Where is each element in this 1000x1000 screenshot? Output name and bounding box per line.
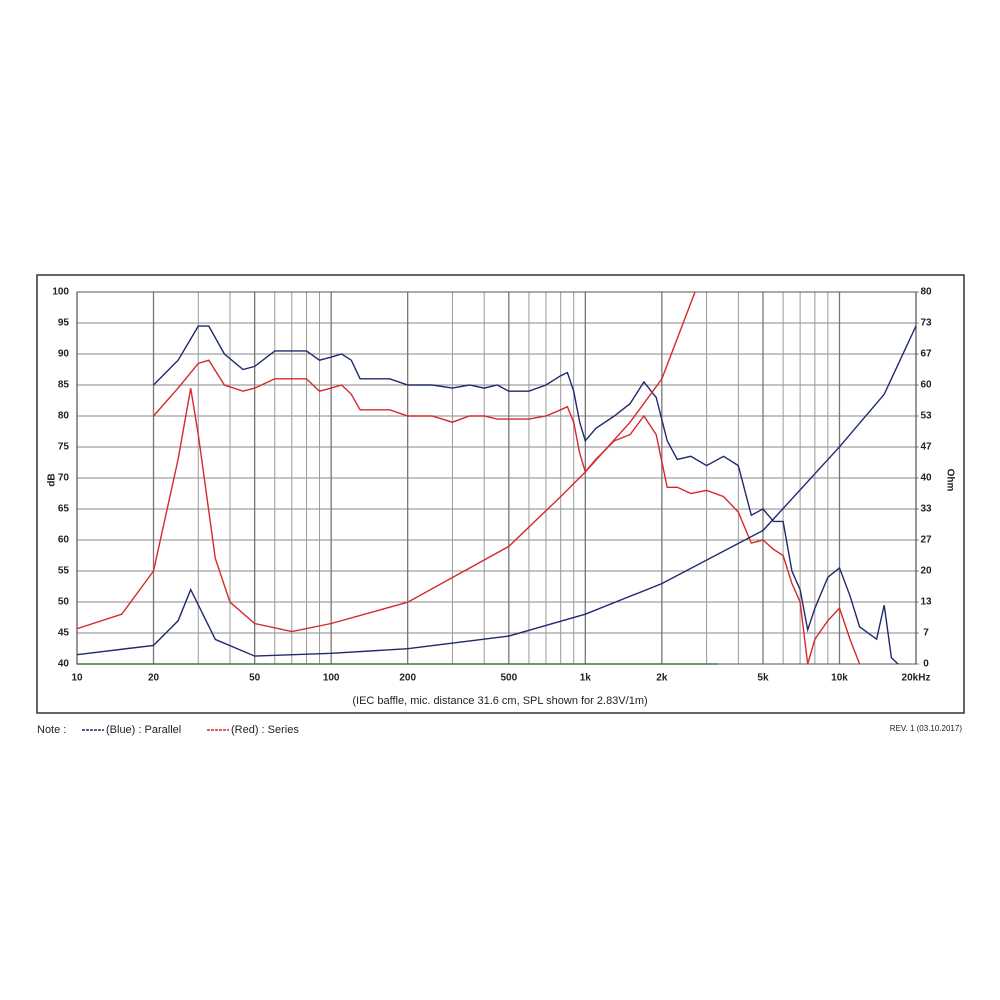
legend-label: (Blue) : Parallel xyxy=(106,724,181,736)
y-tick-label: 70 xyxy=(58,473,70,484)
series-line xyxy=(77,325,916,657)
chart-frame xyxy=(36,274,965,714)
x-tick-label: 20 xyxy=(148,673,160,684)
y2-tick-label: 47 xyxy=(920,442,932,453)
x-tick-label: 500 xyxy=(500,673,517,684)
y-tick-label: 100 xyxy=(52,287,69,298)
x-tick-label: 1k xyxy=(580,673,592,684)
y-tick-label: 60 xyxy=(58,535,70,546)
series-line xyxy=(153,325,899,664)
legend-title: Note : xyxy=(37,724,66,736)
y-axis-label: dB xyxy=(47,473,58,486)
x-tick-label: 10 xyxy=(71,673,83,684)
y-tick-label: 55 xyxy=(58,566,70,577)
y-tick-label: 45 xyxy=(58,628,70,639)
x-tick-label: 10k xyxy=(831,673,848,684)
y-tick-label: 65 xyxy=(58,504,70,515)
y2-tick-label: 0 xyxy=(923,659,929,670)
y-tick-label: 85 xyxy=(58,380,70,391)
y2-tick-label: 53 xyxy=(920,411,932,422)
y2-tick-label: 60 xyxy=(920,380,932,391)
y2-tick-label: 80 xyxy=(920,287,932,298)
y2-tick-label: 7 xyxy=(923,628,929,639)
x-axis-label: (IEC baffle, mic. distance 31.6 cm, SPL … xyxy=(352,695,647,707)
y2-tick-label: 27 xyxy=(920,535,932,546)
y2-tick-label: 20 xyxy=(920,566,932,577)
plot-frame xyxy=(76,291,917,665)
y-tick-label: 95 xyxy=(58,318,70,329)
y-tick-label: 50 xyxy=(58,597,70,608)
y-tick-label: 80 xyxy=(58,411,70,422)
legend-label: (Red) : Series xyxy=(231,724,299,736)
y2-tick-label: 40 xyxy=(920,473,932,484)
x-tick-label: 50 xyxy=(249,673,261,684)
y2-tick-label: 33 xyxy=(920,504,932,515)
series-line xyxy=(77,292,696,633)
x-tick-label: 2k xyxy=(656,673,668,684)
y2-axis-label: Ohm xyxy=(944,469,955,492)
revision: REV. 1 (03.10.2017) xyxy=(890,724,963,733)
y2-tick-label: 73 xyxy=(920,318,932,329)
y-tick-label: 90 xyxy=(58,349,70,360)
x-tick-label: 100 xyxy=(323,673,340,684)
y2-tick-label: 67 xyxy=(920,349,932,360)
y-tick-label: 40 xyxy=(58,659,70,670)
x-tick-label: 20kHz xyxy=(902,673,931,684)
x-tick-label: 200 xyxy=(399,673,416,684)
y2-tick-label: 13 xyxy=(920,597,932,608)
y-tick-label: 75 xyxy=(58,442,70,453)
x-tick-label: 5k xyxy=(757,673,769,684)
series-line xyxy=(152,359,861,664)
